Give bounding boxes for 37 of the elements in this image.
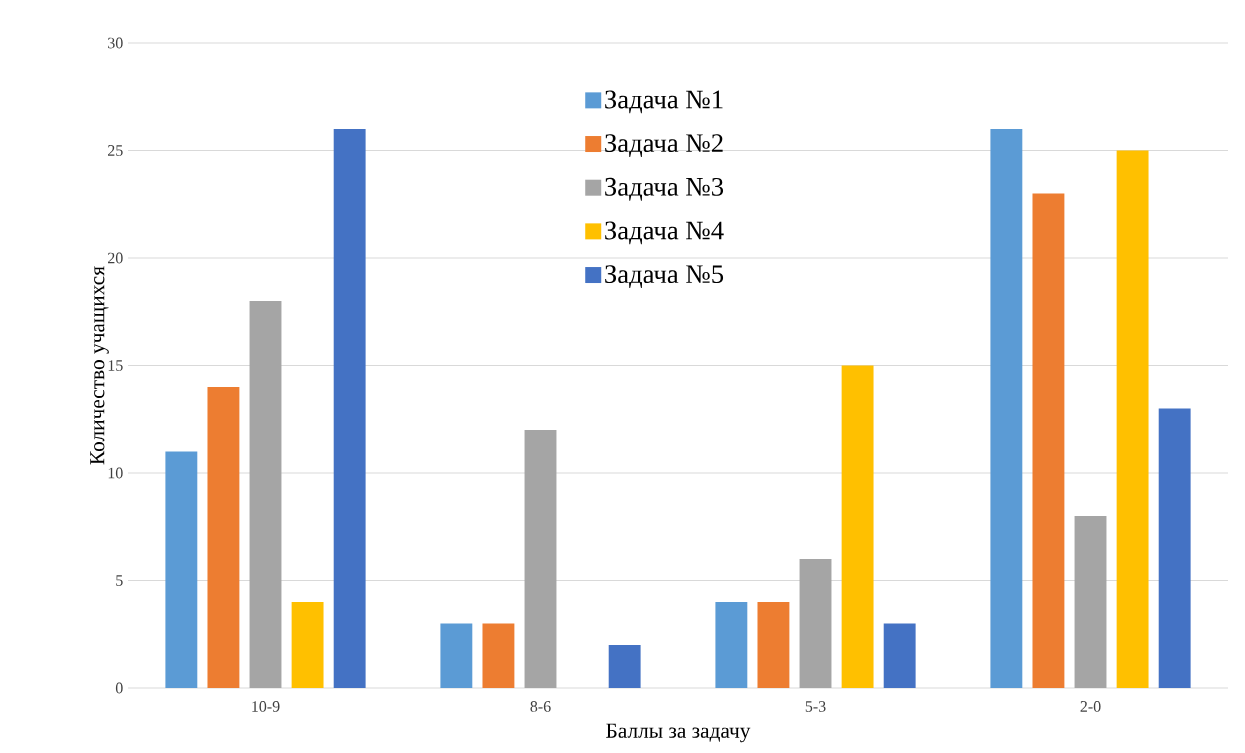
legend-label: Задача №2 — [605, 134, 723, 158]
legend-label: Задача №5 — [605, 265, 724, 289]
bar — [249, 301, 282, 688]
bar — [1032, 193, 1065, 688]
y-tick-label: 5 — [116, 575, 123, 586]
bar — [757, 602, 790, 688]
x-tick-label: 2-0 — [1080, 701, 1101, 712]
bar — [883, 623, 916, 688]
bar — [440, 623, 473, 688]
legend-label: Задача №4 — [605, 221, 724, 245]
bar — [715, 602, 748, 688]
legend-label: Задача №1 — [605, 90, 723, 114]
y-tick-label: 0 — [115, 682, 123, 694]
bar — [1116, 150, 1149, 688]
bar — [841, 365, 874, 688]
bar — [333, 129, 366, 688]
bar — [990, 129, 1023, 688]
bar — [608, 645, 641, 688]
y-tick-label: 25 — [108, 145, 123, 156]
bar — [799, 559, 832, 688]
y-tick-label: 20 — [108, 252, 123, 264]
legend-label: Задача №3 — [605, 177, 724, 201]
x-tick-label: 8-6 — [530, 701, 551, 712]
bar — [482, 623, 515, 688]
x-tick-label: 10-9 — [252, 701, 280, 712]
bar — [207, 387, 240, 688]
y-tick-label: 30 — [108, 37, 123, 49]
x-axis-title: Баллы за задачу — [606, 723, 751, 743]
bar — [165, 451, 198, 688]
bar — [524, 430, 557, 688]
x-tick-label: 5-3 — [805, 701, 826, 712]
bar — [1158, 408, 1191, 688]
bar — [291, 602, 324, 688]
y-axis-title: Количество учащихся — [90, 266, 109, 465]
bar — [1074, 516, 1107, 688]
y-tick-label: 15 — [108, 360, 123, 371]
y-tick-label: 10 — [108, 467, 123, 479]
